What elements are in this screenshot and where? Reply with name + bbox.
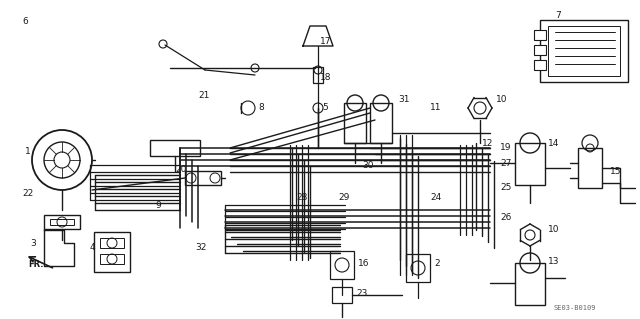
Text: 8: 8 (258, 102, 264, 112)
Text: 19: 19 (500, 144, 511, 152)
Text: 15: 15 (610, 167, 621, 176)
Text: 10: 10 (496, 95, 508, 105)
Text: 1: 1 (25, 147, 31, 157)
Bar (344, 103, 366, 143)
Bar (534, 60, 546, 70)
Text: 24: 24 (430, 194, 441, 203)
Bar (50, 219, 74, 225)
Text: 31: 31 (398, 95, 410, 105)
Text: 13: 13 (548, 257, 559, 266)
Text: 32: 32 (195, 243, 206, 253)
Bar (44, 215, 80, 229)
Bar (534, 45, 546, 55)
Text: 9: 9 (155, 201, 161, 210)
Text: 14: 14 (548, 138, 559, 147)
Bar (406, 254, 430, 282)
Text: FR.: FR. (28, 260, 44, 269)
Text: 29: 29 (338, 194, 349, 203)
Text: 4: 4 (90, 242, 95, 251)
Text: 3: 3 (30, 239, 36, 248)
Bar (370, 103, 392, 143)
Bar (185, 171, 221, 185)
Bar (100, 254, 124, 264)
Text: 5: 5 (322, 102, 328, 112)
Bar (94, 232, 130, 272)
Text: 27: 27 (500, 159, 511, 167)
Text: SE03-B0109: SE03-B0109 (554, 305, 596, 311)
Text: 6: 6 (22, 18, 28, 26)
Text: 26: 26 (500, 213, 511, 222)
Text: 25: 25 (500, 183, 511, 192)
Text: 22: 22 (22, 189, 33, 197)
Bar (540, 20, 628, 82)
Text: 21: 21 (198, 91, 209, 100)
Bar (515, 263, 545, 305)
Text: 17: 17 (320, 38, 332, 47)
Polygon shape (303, 26, 333, 46)
Bar (578, 148, 602, 188)
Bar (548, 26, 620, 76)
Text: 23: 23 (356, 288, 367, 298)
Bar (150, 140, 200, 156)
Text: 7: 7 (555, 11, 561, 19)
Bar (313, 67, 323, 83)
Text: 10: 10 (548, 226, 559, 234)
Bar (534, 30, 546, 40)
Bar (330, 251, 354, 279)
Bar (332, 287, 352, 303)
Bar (100, 238, 124, 248)
Text: 16: 16 (358, 259, 369, 269)
Text: 12: 12 (482, 138, 493, 147)
Text: 28: 28 (296, 194, 307, 203)
Text: 30: 30 (362, 161, 374, 170)
Bar (310, 32, 326, 44)
Text: 20: 20 (175, 166, 186, 174)
Text: 2: 2 (434, 259, 440, 269)
Text: 11: 11 (430, 103, 442, 113)
Bar (515, 143, 545, 185)
Text: 18: 18 (320, 73, 332, 83)
